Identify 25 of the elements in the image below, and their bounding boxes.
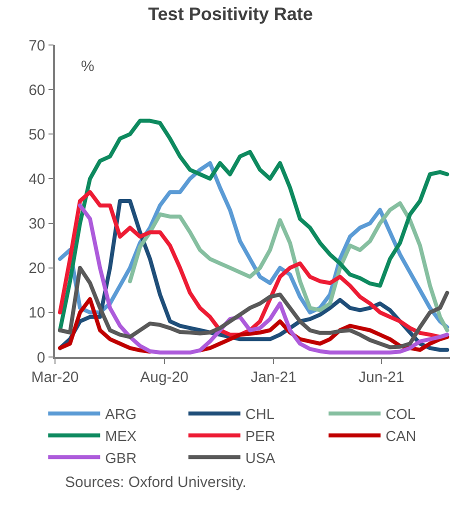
- y-tick-label: 70: [28, 37, 46, 54]
- x-tick-label: Aug-20: [140, 368, 188, 386]
- legend-label: ARG: [105, 407, 137, 424]
- legend-label: USA: [245, 450, 276, 467]
- y-tick-label: 60: [28, 82, 46, 99]
- x-tick-label: Mar-20: [31, 368, 79, 386]
- chart-title: Test Positivity Rate: [148, 4, 313, 24]
- legend-label: MEX: [105, 428, 137, 445]
- x-tick-label: Jun-21: [358, 368, 404, 386]
- legend-label: CAN: [386, 428, 416, 445]
- line-series: [128, 201, 450, 332]
- legend-label: CHL: [245, 407, 274, 424]
- y-tick-label: 10: [28, 304, 46, 322]
- source-note: Sources: Oxford University.: [65, 474, 246, 491]
- y-axis-title: %: [81, 58, 94, 75]
- x-tick-label: Jan-21: [250, 368, 297, 386]
- legend-label: PER: [245, 428, 276, 445]
- y-tick-label: 30: [28, 216, 46, 233]
- y-tick-label: 0: [36, 349, 46, 366]
- y-tick-label: 50: [28, 126, 46, 144]
- legend-label: COL: [386, 407, 416, 424]
- y-tick-label: 20: [28, 260, 46, 278]
- y-tick-label: 40: [28, 170, 46, 188]
- line-series: [58, 266, 450, 350]
- legend-label: GBR: [105, 450, 137, 467]
